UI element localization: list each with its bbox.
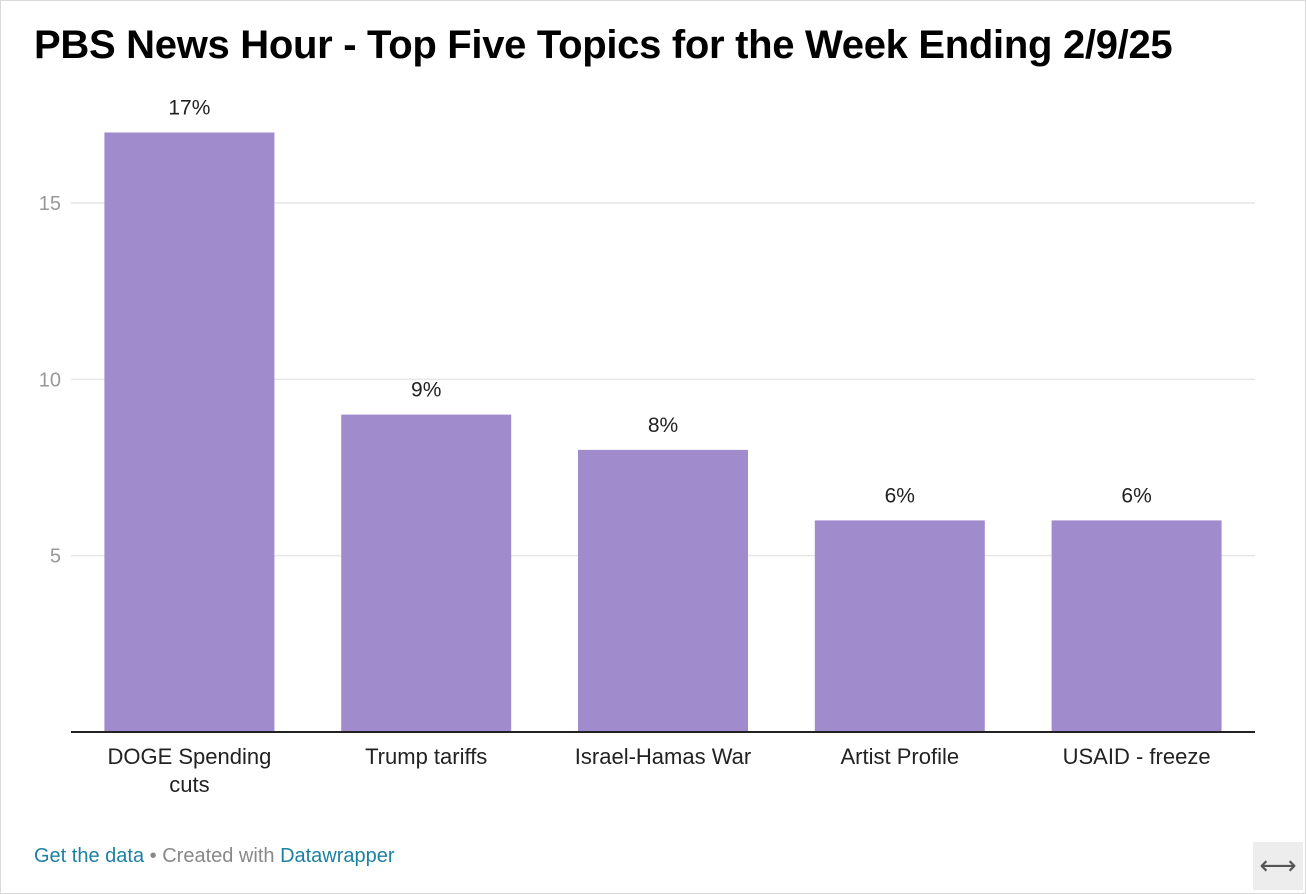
chart-footer: Get the data • Created with Datawrapper <box>34 845 395 868</box>
bar <box>104 132 275 732</box>
bar <box>1051 520 1222 732</box>
y-tick-label: 10 <box>39 369 61 391</box>
value-label: 6% <box>1121 484 1151 507</box>
get-the-data-link[interactable]: Get the data <box>34 845 145 867</box>
x-tick-label: Israel-Hamas War <box>575 744 751 769</box>
created-with-text: Created with <box>162 845 275 867</box>
datawrapper-link[interactable]: Datawrapper <box>280 845 395 867</box>
x-tick-label: DOGE Spending <box>107 744 271 769</box>
y-tick-label: 5 <box>50 546 61 568</box>
value-label: 9% <box>411 379 441 402</box>
chart-title: PBS News Hour - Top Five Topics for the … <box>34 23 1173 67</box>
bar <box>341 414 512 732</box>
y-tick-label: 15 <box>39 193 61 215</box>
value-label: 8% <box>648 414 678 437</box>
x-tick-label: Trump tariffs <box>365 744 487 769</box>
x-tick-label: Artist Profile <box>841 744 960 769</box>
value-label: 6% <box>885 484 915 507</box>
footer-separator: • <box>149 845 157 867</box>
x-tick-label: USAID - freeze <box>1063 744 1211 769</box>
resize-glyph: ⟷ <box>1259 851 1297 881</box>
bar <box>578 449 748 732</box>
bar <box>814 520 985 732</box>
resize-horizontal-icon[interactable]: ⟷ <box>1253 842 1303 890</box>
value-label: 17% <box>168 96 210 119</box>
x-tick-label: cuts <box>169 772 209 797</box>
